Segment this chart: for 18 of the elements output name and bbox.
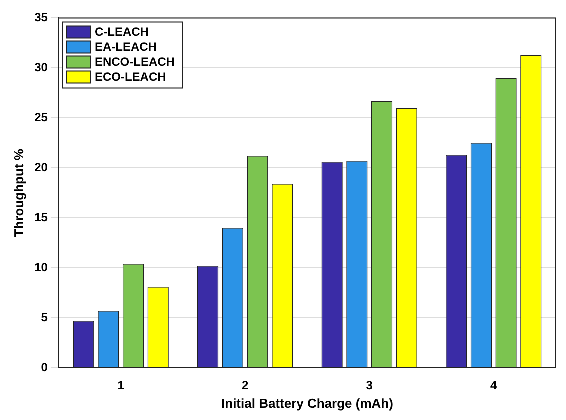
y-axis-title: Throughput %: [11, 148, 26, 238]
x-tick-label: 2: [242, 378, 249, 393]
y-tick-label: 20: [34, 160, 48, 174]
x-axis-title: Initial Battery Charge (mAh): [222, 396, 394, 411]
x-tick-label: 4: [490, 378, 498, 393]
y-tick-label: 0: [41, 360, 48, 374]
legend-label: C-LEACH: [94, 25, 149, 40]
y-tick-label: 15: [34, 210, 48, 224]
x-tick-label: 3: [366, 378, 374, 393]
y-tick-label: 10: [34, 260, 48, 274]
y-tick-label: 30: [34, 60, 48, 74]
y-tick-label: 5: [41, 310, 48, 324]
legend-label: ENCO-LEACH: [94, 55, 175, 70]
x-tick-label: 1: [118, 378, 125, 393]
legend-label: EA-LEACH: [94, 40, 157, 54]
y-tick-label: 25: [34, 110, 48, 124]
y-tick-label: 35: [34, 10, 48, 25]
legend-label: ECO-LEACH: [94, 70, 166, 84]
